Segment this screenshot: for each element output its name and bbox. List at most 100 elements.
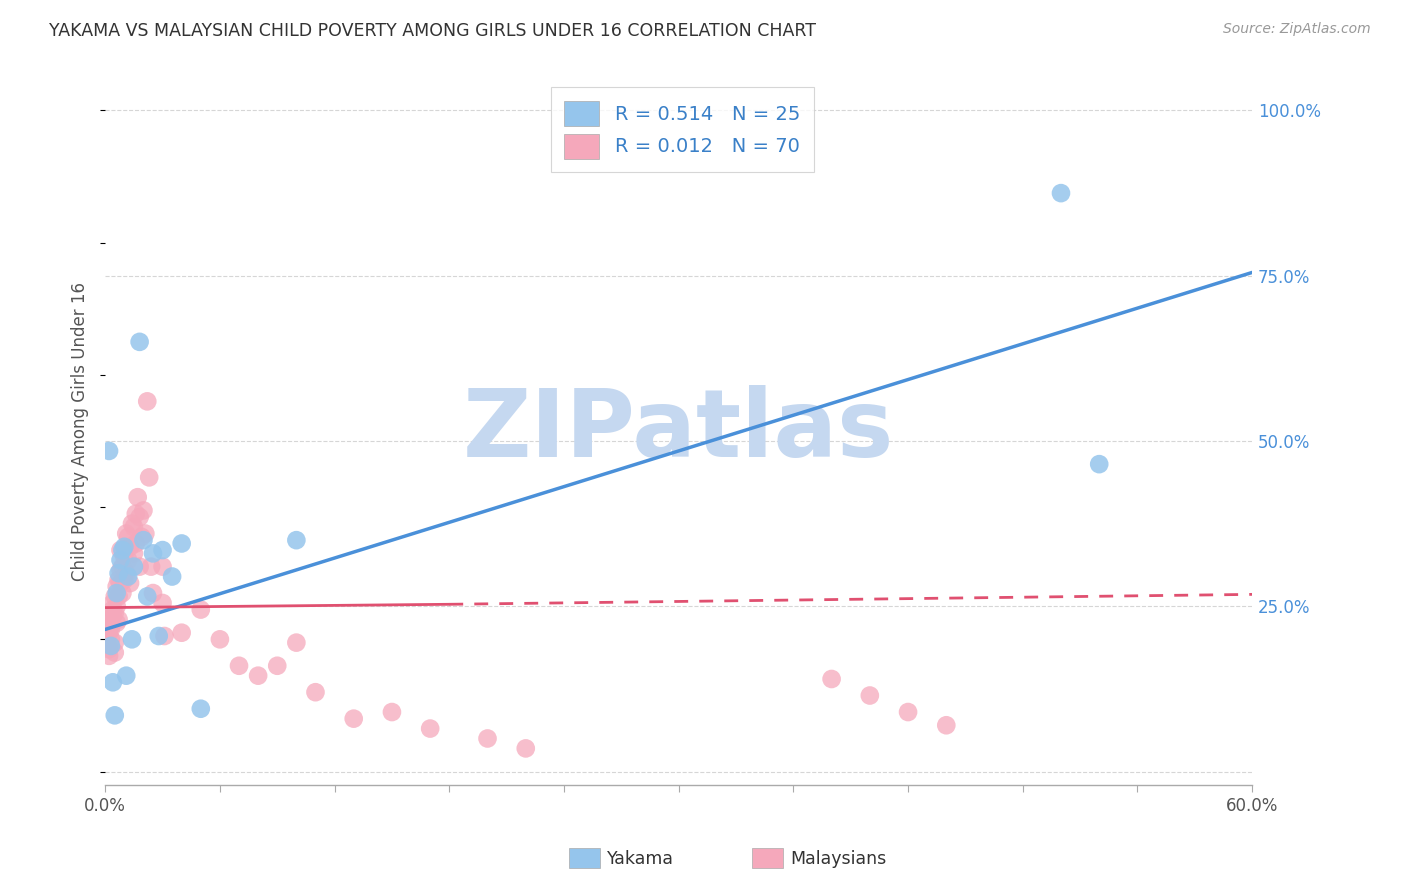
Point <box>935 718 957 732</box>
Point <box>127 490 149 504</box>
Point <box>477 731 499 746</box>
Point <box>101 596 124 610</box>
Point <box>131 530 153 544</box>
Point <box>111 543 134 558</box>
Point <box>152 543 174 558</box>
Point <box>125 536 148 550</box>
Point <box>110 576 132 591</box>
Point <box>98 642 121 657</box>
Point <box>110 563 132 577</box>
Point <box>112 540 135 554</box>
Point <box>98 444 121 458</box>
Point <box>1088 457 1111 471</box>
Point <box>136 590 159 604</box>
Point <box>142 546 165 560</box>
Point <box>120 540 142 554</box>
Point <box>111 559 134 574</box>
Point <box>115 668 138 682</box>
Point <box>112 549 135 564</box>
Point <box>110 543 132 558</box>
Point <box>121 632 143 647</box>
Point <box>98 625 121 640</box>
Point <box>121 516 143 531</box>
Point <box>208 632 231 647</box>
Point <box>266 658 288 673</box>
Point <box>117 553 139 567</box>
Point <box>285 635 308 649</box>
Point <box>101 602 124 616</box>
Point <box>1050 186 1073 201</box>
Point <box>132 533 155 548</box>
Point <box>122 559 145 574</box>
Point <box>104 606 127 620</box>
Point <box>304 685 326 699</box>
Point <box>122 520 145 534</box>
Point <box>134 526 156 541</box>
Point <box>859 689 882 703</box>
Point <box>105 599 128 614</box>
Point <box>115 526 138 541</box>
Point <box>419 722 441 736</box>
Text: ZIPatlas: ZIPatlas <box>463 385 894 477</box>
Point <box>138 470 160 484</box>
Point <box>107 613 129 627</box>
Point <box>115 566 138 581</box>
Point <box>98 615 121 630</box>
Point <box>110 553 132 567</box>
Point <box>98 648 121 663</box>
Point <box>128 559 150 574</box>
Point <box>117 530 139 544</box>
Point <box>139 559 162 574</box>
Point <box>117 569 139 583</box>
Point <box>111 586 134 600</box>
Point <box>152 596 174 610</box>
Point <box>107 573 129 587</box>
Point <box>100 609 122 624</box>
Point <box>105 579 128 593</box>
Point <box>100 632 122 647</box>
Text: Malaysians: Malaysians <box>790 850 886 868</box>
Point <box>120 576 142 591</box>
Point <box>100 623 122 637</box>
Point <box>100 639 122 653</box>
Point <box>148 629 170 643</box>
Point <box>820 672 842 686</box>
Point <box>107 590 129 604</box>
Point <box>104 635 127 649</box>
Point <box>104 646 127 660</box>
Point <box>285 533 308 548</box>
Point <box>190 702 212 716</box>
Point <box>343 712 366 726</box>
Point <box>132 503 155 517</box>
Point <box>125 507 148 521</box>
Point <box>247 668 270 682</box>
Point <box>101 675 124 690</box>
Point <box>122 546 145 560</box>
Point <box>160 569 183 583</box>
Point <box>136 394 159 409</box>
Point <box>152 559 174 574</box>
Text: Yakama: Yakama <box>607 850 675 868</box>
Point <box>100 619 122 633</box>
Legend: R = 0.514   N = 25, R = 0.012   N = 70: R = 0.514 N = 25, R = 0.012 N = 70 <box>551 87 814 172</box>
Point <box>112 573 135 587</box>
Point <box>107 566 129 581</box>
Point <box>142 586 165 600</box>
Y-axis label: Child Poverty Among Girls Under 16: Child Poverty Among Girls Under 16 <box>72 282 89 581</box>
Point <box>170 625 193 640</box>
Point <box>105 615 128 630</box>
Point <box>190 602 212 616</box>
Point <box>104 590 127 604</box>
Text: Source: ZipAtlas.com: Source: ZipAtlas.com <box>1223 22 1371 37</box>
Point <box>515 741 537 756</box>
Point <box>153 629 176 643</box>
Point <box>128 334 150 349</box>
Point <box>96 635 118 649</box>
Point <box>101 609 124 624</box>
Point <box>228 658 250 673</box>
Point <box>128 510 150 524</box>
Point <box>105 586 128 600</box>
Point <box>897 705 920 719</box>
Point <box>104 708 127 723</box>
Point <box>170 536 193 550</box>
